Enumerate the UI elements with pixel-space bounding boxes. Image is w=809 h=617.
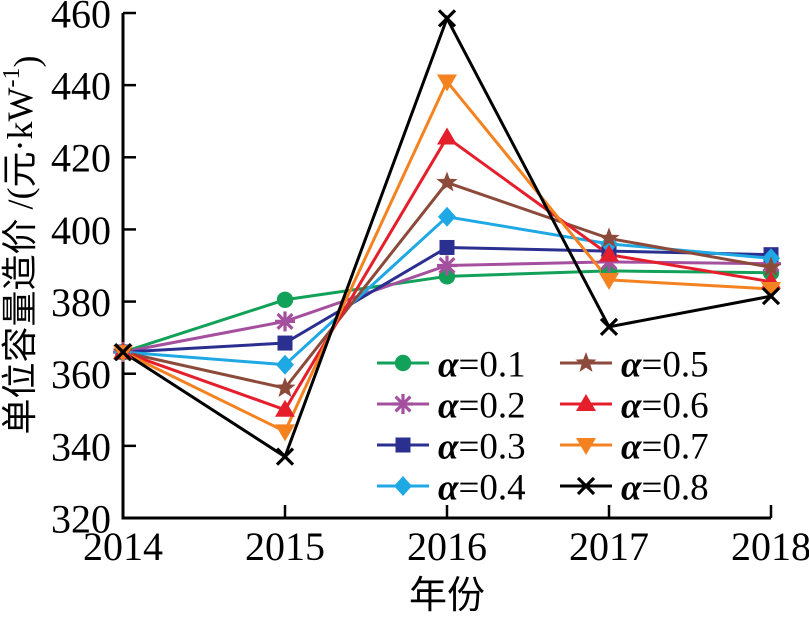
series-2-marker [439,239,455,255]
series-2-marker [277,335,293,351]
legend-label: α=0.4 [438,467,526,508]
x-tick-label: 2016 [407,524,487,569]
legend-marker-diamond [394,476,412,496]
legend-item-7: α=0.8 [560,467,709,508]
legend: α=0.1α=0.2α=0.3α=0.4 α=0.5α=0.6α=0.7α=0.8 [377,344,709,508]
legend-marker-circle [394,354,412,372]
series-3-marker [438,206,456,227]
series-4-marker [436,171,458,192]
series-6-marker [761,281,781,299]
x-tick-label: 2018 [731,524,809,569]
legend-label: α=0.6 [621,385,709,426]
legend-label: α=0.7 [621,426,709,467]
series-7-marker [275,447,295,466]
series-7-marker [437,9,457,28]
series-0-marker [438,268,456,285]
series-markers [112,9,782,466]
y-tick-label: 340 [51,424,111,469]
series-0-marker [276,291,294,308]
legend-marker-square [395,437,411,453]
y-tick-label: 380 [51,280,111,325]
series-6-marker [437,74,457,92]
legend-marker-star [575,352,597,372]
series-7-marker [113,342,133,362]
legend-item-5: α=0.6 [560,385,709,426]
series-4-marker [598,227,620,248]
legend-item-2: α=0.3 [377,426,526,467]
series-6-marker [275,424,295,442]
x-axis: 2014 2015 2016 2017 2018 [83,505,809,569]
series-4-marker [274,377,296,397]
y-tick-label: 440 [51,64,111,109]
legend-marker-asterisk [393,394,413,414]
series-6-marker [599,272,619,290]
legend-item-1: α=0.2 [377,385,526,426]
legend-item-0: α=0.1 [377,344,526,385]
legend-label: α=0.8 [621,467,709,508]
legend-label: α=0.5 [621,344,709,385]
legend-marker-x [576,476,596,496]
legend-marker-triangle-up [576,394,596,411]
y-tick-label: 420 [51,136,111,181]
series-5-marker [437,127,457,145]
series-7-marker [599,317,619,336]
legend-label: α=0.2 [438,385,526,426]
series-5-marker [599,244,619,262]
series-1-marker [437,255,457,276]
series-line-3 [122,215,772,367]
series-3-marker [276,354,294,375]
y-tick-label: 360 [51,352,111,397]
y-axis-label: 单位容量造价 /(元·kW-1) [0,56,47,435]
series-7-marker [761,287,781,306]
y-tick-label: 320 [51,496,111,541]
series-4-marker [760,256,782,277]
series-5-marker [275,399,295,417]
x-tick-label: 2017 [569,524,649,569]
legend-item-4: α=0.5 [560,344,709,385]
legend-marker-triangle-down [576,438,596,455]
x-axis-label: 年份 [409,575,485,617]
legend-item-3: α=0.4 [377,467,526,508]
y-tick-label: 400 [51,208,111,253]
x-tick-label: 2014 [83,524,163,569]
legend-label: α=0.1 [438,344,526,385]
series-1-marker [275,311,295,332]
legend-item-6: α=0.7 [560,426,709,467]
legend-label: α=0.3 [438,426,526,467]
y-tick-label: 460 [51,0,111,36]
x-tick-label: 2015 [245,524,325,569]
